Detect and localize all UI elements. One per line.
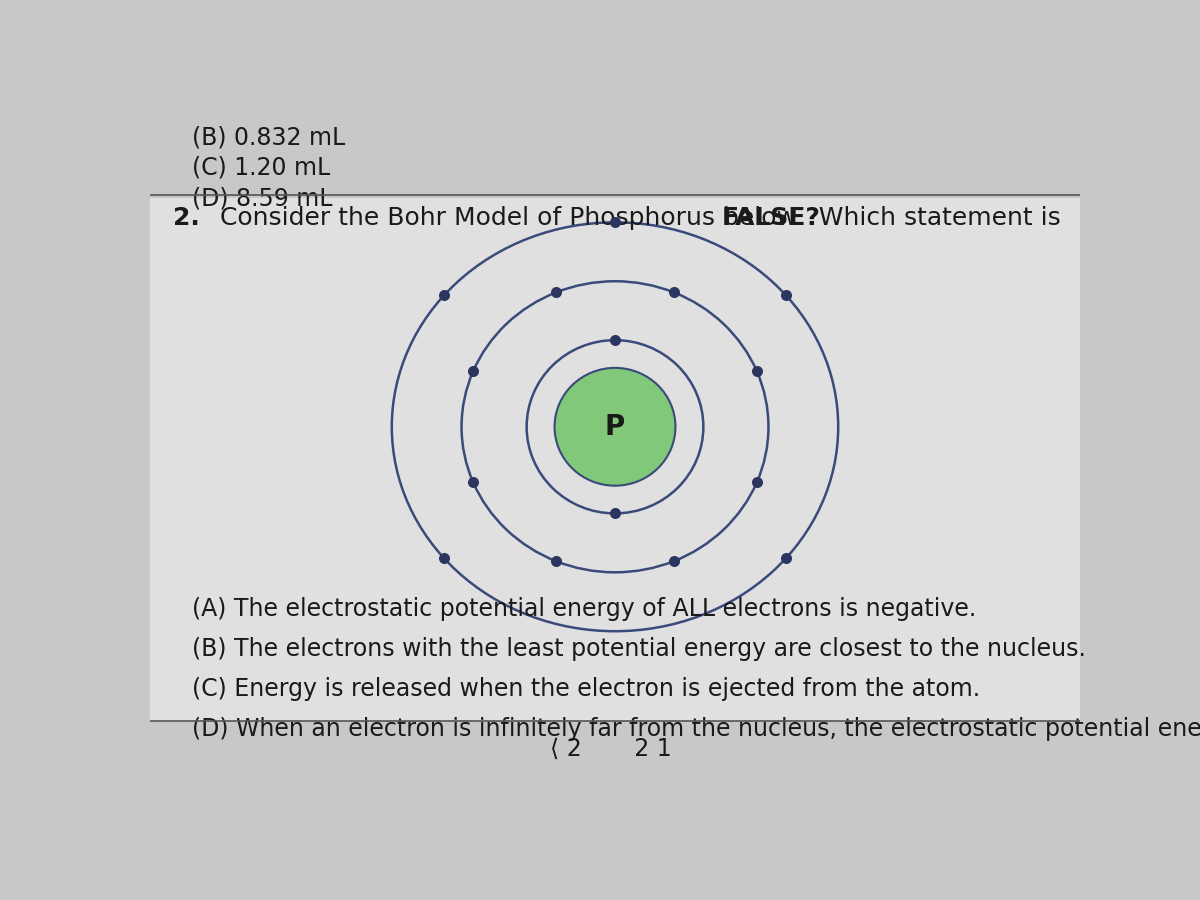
Point — [664, 554, 683, 569]
Point — [434, 288, 454, 302]
Text: (C) Energy is released when the electron is ejected from the atom.: (C) Energy is released when the electron… — [192, 677, 980, 701]
Point — [776, 288, 796, 302]
Point — [547, 285, 566, 300]
Point — [606, 215, 625, 230]
Text: (D) When an electron is infinitely far from the nucleus, the electrostatic poten: (D) When an electron is infinitely far f… — [192, 717, 1200, 741]
Text: (B) 0.832 mL: (B) 0.832 mL — [192, 125, 346, 149]
Point — [434, 551, 454, 565]
Text: Consider the Bohr Model of Phosphorus below.  Which statement is: Consider the Bohr Model of Phosphorus be… — [220, 206, 1068, 230]
Point — [748, 475, 767, 490]
Point — [664, 285, 683, 300]
Text: (D) 8.59 mL: (D) 8.59 mL — [192, 186, 332, 211]
Text: (B) The electrons with the least potential energy are closest to the nucleus.: (B) The electrons with the least potenti… — [192, 637, 1086, 661]
Bar — [150, 108, 1080, 198]
Ellipse shape — [554, 368, 676, 486]
Point — [776, 551, 796, 565]
Bar — [150, 188, 1080, 721]
Point — [547, 554, 566, 569]
Point — [606, 333, 625, 347]
Point — [463, 364, 482, 378]
Point — [606, 506, 625, 520]
Point — [748, 364, 767, 378]
Text: ⟨ 2       2 1: ⟨ 2 2 1 — [550, 737, 672, 761]
Point — [463, 475, 482, 490]
Text: FALSE?: FALSE? — [721, 206, 821, 230]
Text: 2.: 2. — [173, 206, 200, 230]
Text: (C) 1.20 mL: (C) 1.20 mL — [192, 156, 330, 180]
Text: P: P — [605, 413, 625, 441]
Bar — [150, 721, 1080, 801]
Text: (A) The electrostatic potential energy of ALL electrons is negative.: (A) The electrostatic potential energy o… — [192, 597, 976, 621]
